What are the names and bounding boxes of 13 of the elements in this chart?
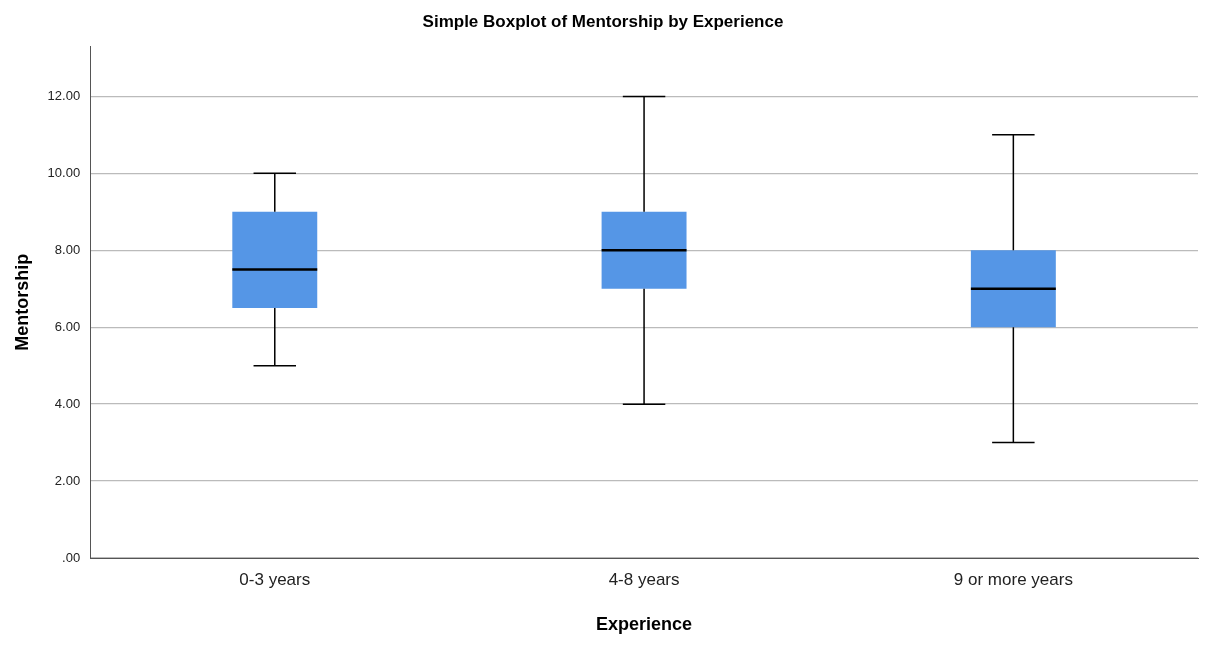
y-tick-label: 4.00 (54, 395, 81, 411)
x-tick-label: 0-3 years (239, 569, 311, 589)
x-tick-label: 4-8 years (608, 569, 680, 589)
y-tick-label: 2.00 (54, 472, 81, 488)
y-tick-label: 10.00 (47, 164, 81, 180)
chart-title: Simple Boxplot of Mentorship by Experience (422, 11, 784, 31)
x-axis-title: Experience (596, 614, 693, 635)
y-tick-label: .00 (62, 549, 81, 565)
y-tick-label: 6.00 (54, 318, 81, 334)
y-axis-title: Mentorship (11, 253, 32, 351)
y-tick-label: 12.00 (47, 87, 81, 103)
x-tick-label: 9 or more years (953, 569, 1073, 589)
y-tick-label: 8.00 (54, 241, 81, 257)
